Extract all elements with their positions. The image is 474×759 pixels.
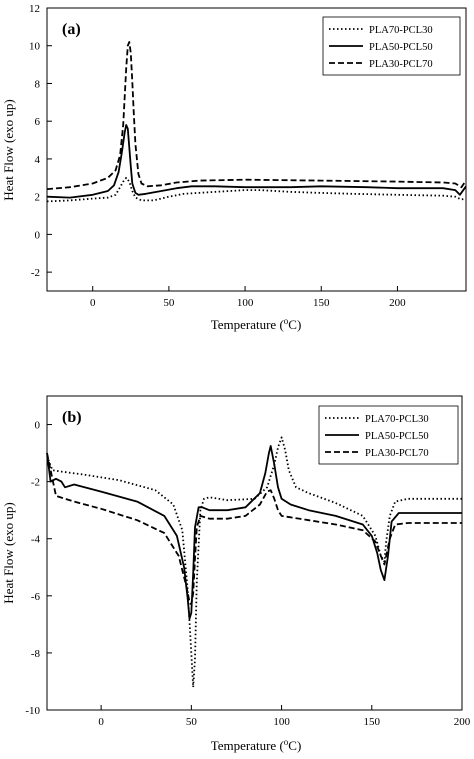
y-axis-title-b: Heat Flow (exo up) — [1, 502, 16, 603]
panel-b: 0 50 100 150 200 -10 -8 -6 -4 -2 0 (b) Temperature… — [1, 395, 471, 753]
series-line-pla50-pcl50 — [46, 124, 467, 199]
plot-frame-a — [46, 7, 467, 292]
x-axis-title-b: Temperature (oC) — [211, 737, 302, 753]
x-tick-label: 150 — [364, 716, 381, 728]
legend-label: PLA50-PCL50 — [365, 431, 429, 442]
legend-b: PLA70-PCL30 PLA50-PCL50 PLA30-PCL70 — [318, 405, 459, 465]
legend-label: PLA70-PCL30 — [365, 414, 429, 425]
series-line-pla50-pcl50 — [46, 445, 462, 620]
x-tick-label: 200 — [389, 297, 406, 309]
x-tick-label: 100 — [273, 716, 290, 728]
series-lines-b — [46, 436, 462, 689]
x-tick-label: 0 — [98, 716, 104, 728]
y-tick-label: 0 — [35, 229, 41, 241]
legend-label: PLA30-PCL70 — [365, 448, 429, 459]
x-tick-label: 0 — [90, 297, 96, 309]
legend-label: PLA50-PCL50 — [369, 42, 433, 53]
legend-label: PLA70-PCL30 — [369, 25, 433, 36]
y-tick-label: 12 — [29, 3, 40, 15]
y-tick-label: 2 — [35, 192, 41, 204]
series-line-pla70-pcl30 — [46, 436, 462, 689]
series-line-pla30-pcl70 — [46, 452, 462, 606]
series-line-pla30-pcl70 — [46, 41, 467, 190]
axis-ticks-a: 0 50 100 150 200 -2 0 2 4 6 8 10 12 — [29, 3, 406, 309]
axis-ticks-b: 0 50 100 150 200 -10 -8 -6 -4 -2 0 — [25, 420, 470, 728]
series-lines-a — [46, 41, 467, 203]
x-tick-label: 150 — [313, 297, 330, 309]
y-tick-label: 10 — [29, 41, 41, 53]
x-tick-label: 50 — [163, 297, 175, 309]
y-tick-label: 0 — [35, 420, 41, 432]
legend-a: PLA70-PCL30 PLA50-PCL50 PLA30-PCL70 — [322, 16, 461, 76]
plot-frame-b — [46, 395, 463, 711]
y-tick-label: 8 — [35, 78, 41, 90]
y-tick-label: -2 — [31, 477, 40, 489]
y-tick-label: -6 — [31, 591, 41, 603]
y-tick-label: -10 — [25, 705, 40, 717]
y-tick-label: -2 — [31, 267, 40, 279]
panel-label-a: (a) — [62, 21, 81, 38]
panel-a: 0 50 100 150 200 -2 0 2 4 6 8 10 12 (a) Temperature … — [1, 3, 467, 332]
y-axis-title-a: Heat Flow (exo up) — [1, 99, 16, 200]
panel-label-b: (b) — [62, 409, 82, 426]
x-tick-label: 200 — [454, 716, 471, 728]
x-tick-label: 100 — [237, 297, 254, 309]
y-tick-label: -4 — [31, 534, 41, 546]
y-tick-label: 4 — [35, 154, 41, 166]
x-axis-title-a: Temperature (oC) — [211, 316, 302, 332]
legend-label: PLA30-PCL70 — [369, 59, 433, 70]
x-tick-label: 50 — [186, 716, 198, 728]
y-tick-label: 6 — [35, 116, 41, 128]
y-tick-label: -8 — [31, 648, 41, 660]
